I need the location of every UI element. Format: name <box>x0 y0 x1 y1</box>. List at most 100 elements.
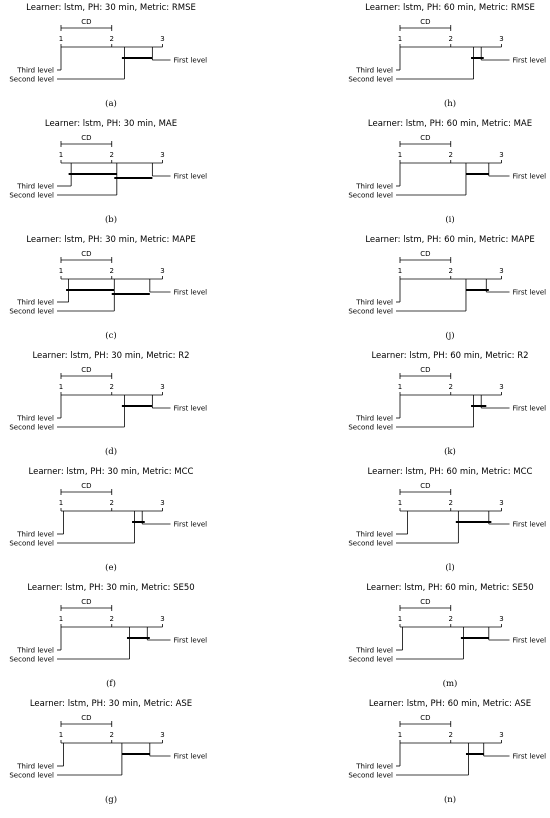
level-label: First level <box>174 173 208 181</box>
level-label: Second level <box>348 308 393 316</box>
tick-label: 1 <box>59 499 63 507</box>
level-label: First level <box>513 637 547 645</box>
panel-title: Learner: lstm, PH: 60 min, Metric: ASE <box>369 699 531 709</box>
level-label: Third level <box>355 183 393 191</box>
tick-label: 2 <box>449 731 453 739</box>
panel-letter: (n) <box>444 794 456 805</box>
level-label: Second level <box>348 192 393 200</box>
tick-label: 1 <box>398 731 402 739</box>
panel-letter: (i) <box>445 214 454 225</box>
panel-letter: (a) <box>105 98 117 109</box>
tick-label: 3 <box>160 499 164 507</box>
level-label: Third level <box>355 415 393 423</box>
tick-label: 2 <box>449 151 453 159</box>
cd-label: CD <box>81 250 91 258</box>
level-label: First level <box>174 637 208 645</box>
tick-label: 2 <box>449 383 453 391</box>
cd-panel-b: Learner: lstm, PH: 30 min, MAE CD 1 2 3 First… <box>9 119 207 225</box>
panel-title: Learner: lstm, PH: 60 min, Metric: SE50 <box>366 583 533 593</box>
cd-label: CD <box>420 250 430 258</box>
level-label: First level <box>513 405 547 413</box>
level-label: Second level <box>348 656 393 664</box>
tick-label: 3 <box>499 383 503 391</box>
level-label: Second level <box>9 308 54 316</box>
panel-title: Learner: lstm, PH: 30 min, Metric: ASE <box>30 699 192 709</box>
panel-title: Learner: lstm, PH: 60 min, Metric: MAPE <box>365 235 534 245</box>
cd-panel-l: Learner: lstm, PH: 60 min, Metric: MCC CD… <box>348 467 546 573</box>
panel-title: Learner: lstm, PH: 60 min, Metric: RMSE <box>365 3 535 13</box>
panel-title: Learner: lstm, PH: 30 min, MAE <box>45 119 177 129</box>
tick-label: 1 <box>59 731 63 739</box>
tick-label: 3 <box>160 383 164 391</box>
level-label: Second level <box>348 424 393 432</box>
tick-label: 1 <box>398 35 402 43</box>
cd-panel-f: Learner: lstm, PH: 30 min, Metric: SE50 C… <box>9 583 207 689</box>
tick-label: 2 <box>110 499 114 507</box>
tick-label: 1 <box>398 615 402 623</box>
level-label: Third level <box>16 67 54 75</box>
panel-letter: (c) <box>105 330 116 341</box>
tick-label: 1 <box>59 383 63 391</box>
tick-label: 3 <box>499 35 503 43</box>
cd-panel-c: Learner: lstm, PH: 30 min, Metric: MAPE C… <box>9 235 207 341</box>
level-label: Third level <box>16 299 54 307</box>
tick-label: 3 <box>160 615 164 623</box>
level-label: Third level <box>355 763 393 771</box>
panel-title: Learner: lstm, PH: 60 min, Metric: MAE <box>368 119 532 129</box>
level-label: Second level <box>9 772 54 780</box>
tick-label: 1 <box>59 35 63 43</box>
tick-label: 3 <box>499 615 503 623</box>
cd-panel-m: Learner: lstm, PH: 60 min, Metric: SE50 C… <box>348 583 546 689</box>
cd-panel-e: Learner: lstm, PH: 30 min, Metric: MCC CD… <box>9 467 207 573</box>
level-label: First level <box>174 753 208 761</box>
level-label: Second level <box>9 192 54 200</box>
level-label: Second level <box>348 772 393 780</box>
cd-panel-a: Learner: lstm, PH: 30 min, Metric: RMSE C… <box>9 3 207 109</box>
tick-label: 3 <box>499 267 503 275</box>
cd-label: CD <box>420 714 430 722</box>
cd-label: CD <box>81 714 91 722</box>
cd-label: CD <box>420 598 430 606</box>
tick-label: 3 <box>160 267 164 275</box>
level-label: Second level <box>9 656 54 664</box>
tick-label: 2 <box>449 267 453 275</box>
tick-label: 2 <box>110 731 114 739</box>
tick-label: 2 <box>110 267 114 275</box>
tick-label: 1 <box>59 151 63 159</box>
cd-label: CD <box>81 134 91 142</box>
cd-panel-d: Learner: lstm, PH: 30 min, Metric: R2 CD 1… <box>9 351 207 457</box>
level-label: Second level <box>348 540 393 548</box>
panel-letter: (e) <box>105 562 117 573</box>
cd-label: CD <box>420 134 430 142</box>
level-label: First level <box>174 521 208 529</box>
cd-label: CD <box>81 18 91 26</box>
level-label: Third level <box>16 763 54 771</box>
level-label: First level <box>513 289 547 297</box>
tick-label: 1 <box>59 615 63 623</box>
level-label: Second level <box>9 76 54 84</box>
tick-label: 2 <box>110 383 114 391</box>
tick-label: 2 <box>110 615 114 623</box>
cd-panel-j: Learner: lstm, PH: 60 min, Metric: MAPE C… <box>348 235 546 341</box>
panel-letter: (d) <box>105 446 117 457</box>
level-label: First level <box>174 405 208 413</box>
cd-label: CD <box>420 482 430 490</box>
tick-label: 1 <box>398 383 402 391</box>
level-label: Third level <box>355 531 393 539</box>
cd-label: CD <box>81 482 91 490</box>
panel-letter: (l) <box>445 562 454 573</box>
tick-label: 2 <box>110 35 114 43</box>
panel-letter: (m) <box>443 678 458 689</box>
tick-label: 3 <box>160 35 164 43</box>
cd-label: CD <box>81 598 91 606</box>
panel-title: Learner: lstm, PH: 60 min, Metric: MCC <box>368 467 533 477</box>
panel-title: Learner: lstm, PH: 60 min, Metric: R2 <box>371 351 528 361</box>
panel-letter: (h) <box>444 98 456 109</box>
cd-panel-n: Learner: lstm, PH: 60 min, Metric: ASE CD… <box>348 699 546 805</box>
level-label: Third level <box>16 183 54 191</box>
level-label: Third level <box>355 67 393 75</box>
level-label: Second level <box>348 76 393 84</box>
tick-label: 3 <box>160 151 164 159</box>
level-label: First level <box>174 57 208 65</box>
